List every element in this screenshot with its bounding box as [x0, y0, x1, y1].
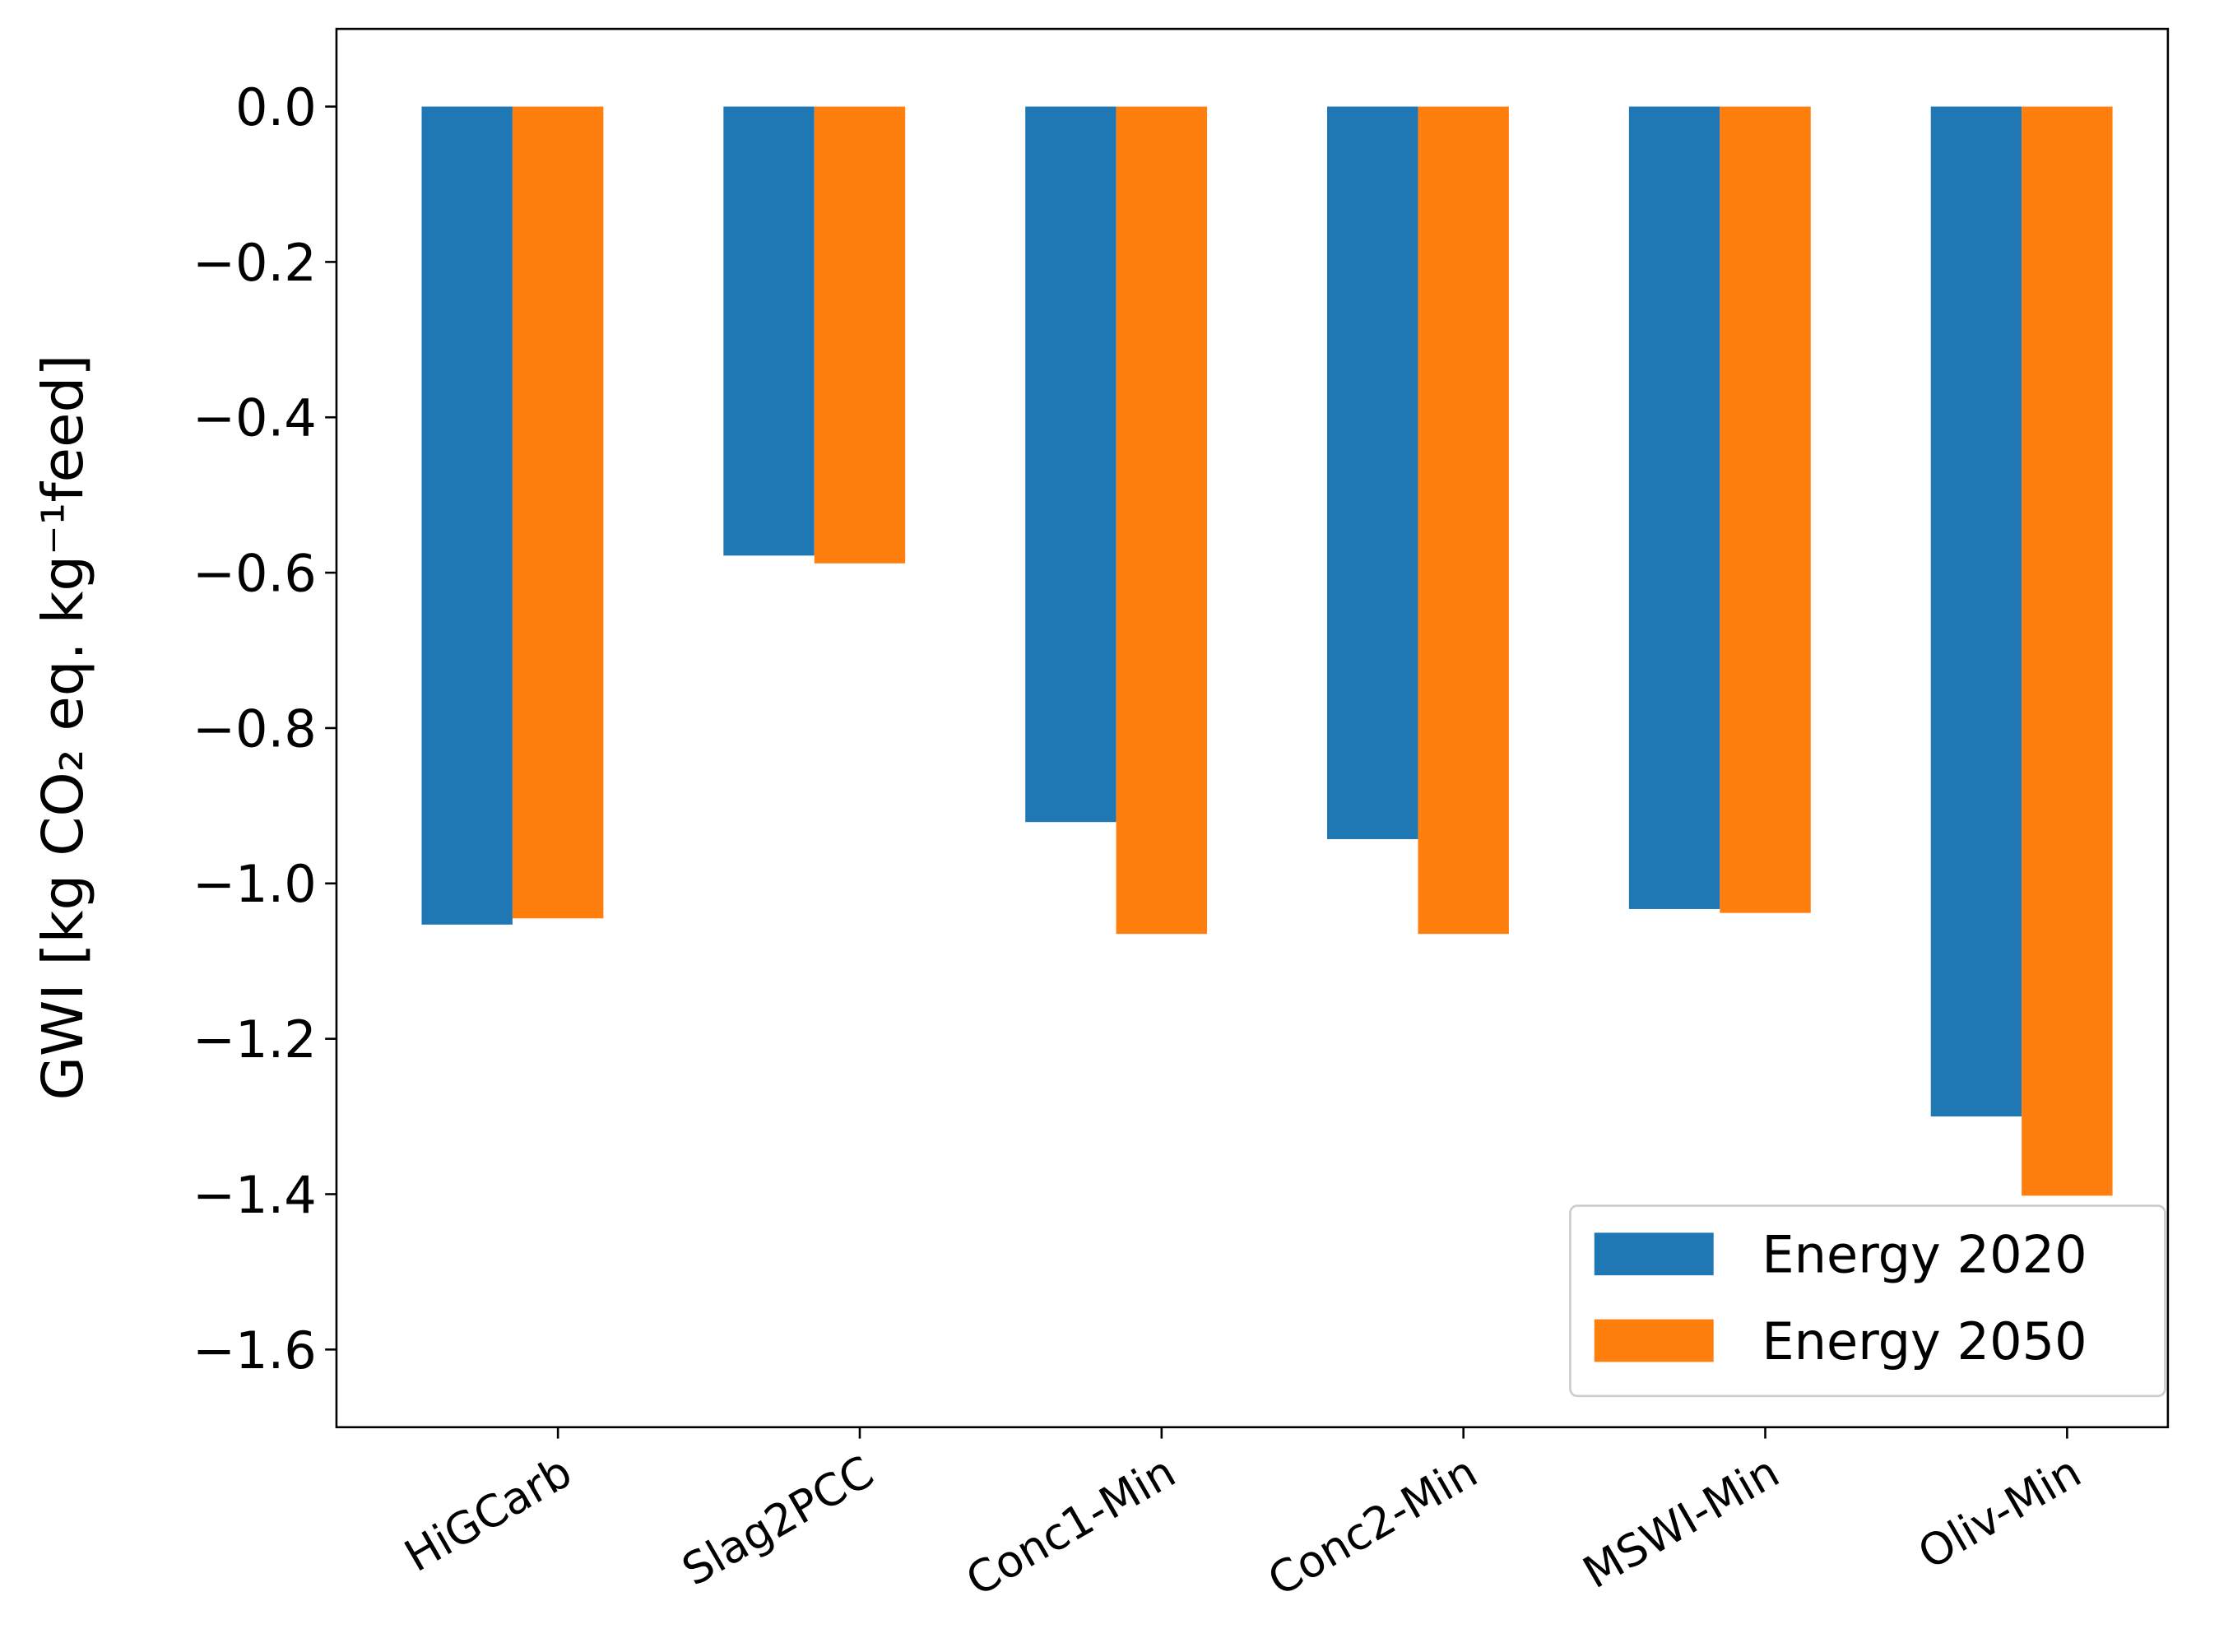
bar — [814, 106, 906, 564]
bar — [1327, 106, 1418, 839]
y-tick-label: −0.6 — [193, 544, 317, 604]
y-tick-label: −0.4 — [193, 388, 317, 448]
legend-swatch — [1594, 1232, 1714, 1276]
x-tick-label: MSWI-Min — [1574, 1446, 1787, 1599]
legend-box — [1569, 1204, 2166, 1398]
x-tick-label: HiGCarb — [396, 1446, 580, 1582]
y-tick-label: −1.6 — [193, 1320, 317, 1381]
bar — [1930, 106, 2022, 1117]
legend-swatch — [1594, 1319, 1714, 1362]
bar — [2022, 106, 2113, 1196]
y-tick-label: 0.0 — [235, 77, 317, 137]
y-tick-label: −1.2 — [193, 1009, 317, 1070]
y-tick-label: −1.0 — [193, 854, 317, 914]
bar — [1116, 106, 1208, 935]
x-tick-label: Conc2-Min — [1259, 1446, 1485, 1606]
y-axis-label: GWI [kg CO₂ eq. kg⁻¹feed] — [30, 355, 96, 1101]
y-tick-label: −0.2 — [193, 233, 317, 293]
bar — [421, 106, 513, 925]
bar — [723, 106, 815, 556]
legend-label: Energy 2050 — [1762, 1311, 2087, 1371]
x-tick-label: Slag2PCC — [674, 1446, 883, 1596]
y-tick-label: −0.8 — [193, 698, 317, 759]
x-tick-label: Oliv-Min — [1910, 1446, 2090, 1580]
bar — [1628, 106, 1720, 909]
y-tick-label: −1.4 — [193, 1165, 317, 1225]
bar — [1418, 106, 1509, 935]
x-tick-label: Conc1-Min — [958, 1446, 1184, 1606]
plot-frame — [335, 27, 2170, 1429]
legend-label: Energy 2020 — [1762, 1225, 2087, 1285]
bar — [1720, 106, 1811, 913]
bar — [1025, 106, 1116, 823]
bar — [512, 106, 604, 919]
